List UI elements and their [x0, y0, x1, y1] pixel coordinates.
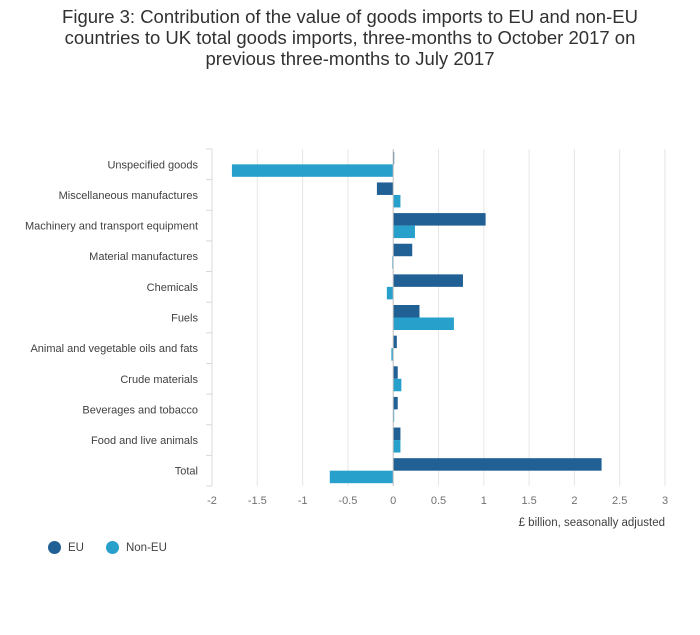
category-label: Crude materials [120, 374, 198, 386]
chart-title-line-2: countries to UK total goods imports, thr… [64, 27, 636, 48]
bar-non-eu[interactable] [329, 470, 394, 484]
x-tick-label: 2.5 [612, 495, 627, 507]
chart-title: Figure 3: Contribution of the value of g… [0, 6, 700, 69]
bar-eu[interactable] [393, 243, 413, 257]
x-tick-label: 0 [390, 495, 396, 507]
bar-non-eu[interactable] [393, 378, 402, 392]
category-label: Food and live animals [91, 435, 199, 447]
legend: EU Non-EU [48, 541, 167, 554]
bar-non-eu[interactable] [393, 225, 415, 239]
chart-title-line-3: previous three-months to July 2017 [205, 48, 495, 69]
category-labels: Unspecified goods Miscellaneous manufactu… [25, 159, 199, 477]
category-label: Animal and vegetable oils and fats [30, 343, 198, 355]
x-tick-label: 0.5 [431, 495, 446, 507]
bar-eu[interactable] [393, 427, 401, 441]
bar-eu[interactable] [393, 213, 486, 226]
category-label: Chemicals [147, 282, 199, 294]
category-label: Machinery and transport equipment [25, 221, 198, 233]
category-label: Fuels [171, 313, 198, 325]
category-label: Unspecified goods [107, 159, 198, 171]
bar-eu[interactable] [393, 335, 397, 349]
bar-eu[interactable] [393, 396, 398, 410]
x-tick-label: -1 [298, 495, 308, 507]
legend-item-eu[interactable]: EU [48, 541, 84, 554]
axes [206, 148, 394, 487]
category-label: Total [175, 466, 198, 478]
x-tick-label: -2 [207, 495, 217, 507]
legend-item-non-eu[interactable]: Non-EU [105, 541, 167, 554]
bar-eu[interactable] [393, 305, 420, 318]
legend-label-eu: EU [68, 541, 84, 554]
chart-title-line-1: Figure 3: Contribution of the value of g… [62, 6, 638, 27]
bars [231, 151, 602, 484]
legend-label-non-eu: Non-EU [125, 541, 167, 554]
legend-swatch-eu [48, 541, 61, 554]
category-label: Miscellaneous manufactures [59, 190, 199, 202]
x-tick-label: 1.5 [521, 495, 536, 507]
bar-non-eu[interactable] [391, 348, 394, 361]
legend-swatch-non-eu [105, 541, 119, 554]
category-label: Material manufactures [89, 251, 198, 263]
bar-non-eu[interactable] [231, 164, 394, 177]
bar-non-eu[interactable] [393, 440, 401, 453]
x-axis-label: £ billion, seasonally adjusted [519, 517, 665, 529]
bar-non-eu[interactable] [393, 317, 454, 331]
x-tick-label: 1 [481, 495, 487, 507]
bar-eu[interactable] [393, 274, 463, 287]
x-tick-label: 2 [571, 495, 577, 507]
bar-eu[interactable] [393, 458, 602, 471]
bar-eu[interactable] [376, 182, 394, 195]
category-label: Beverages and tobacco [82, 404, 198, 416]
x-tick-label: -0.5 [338, 495, 357, 507]
bar-non-eu[interactable] [393, 194, 401, 208]
x-tick-label: -1.5 [248, 495, 267, 507]
bar-eu[interactable] [393, 366, 398, 379]
x-tick-label: 3 [662, 495, 668, 507]
x-tick-labels: -2 -1.5 -1 -0.5 0 0.5 1 1.5 2 2.5 3 [207, 495, 668, 507]
bar-non-eu[interactable] [386, 286, 394, 300]
